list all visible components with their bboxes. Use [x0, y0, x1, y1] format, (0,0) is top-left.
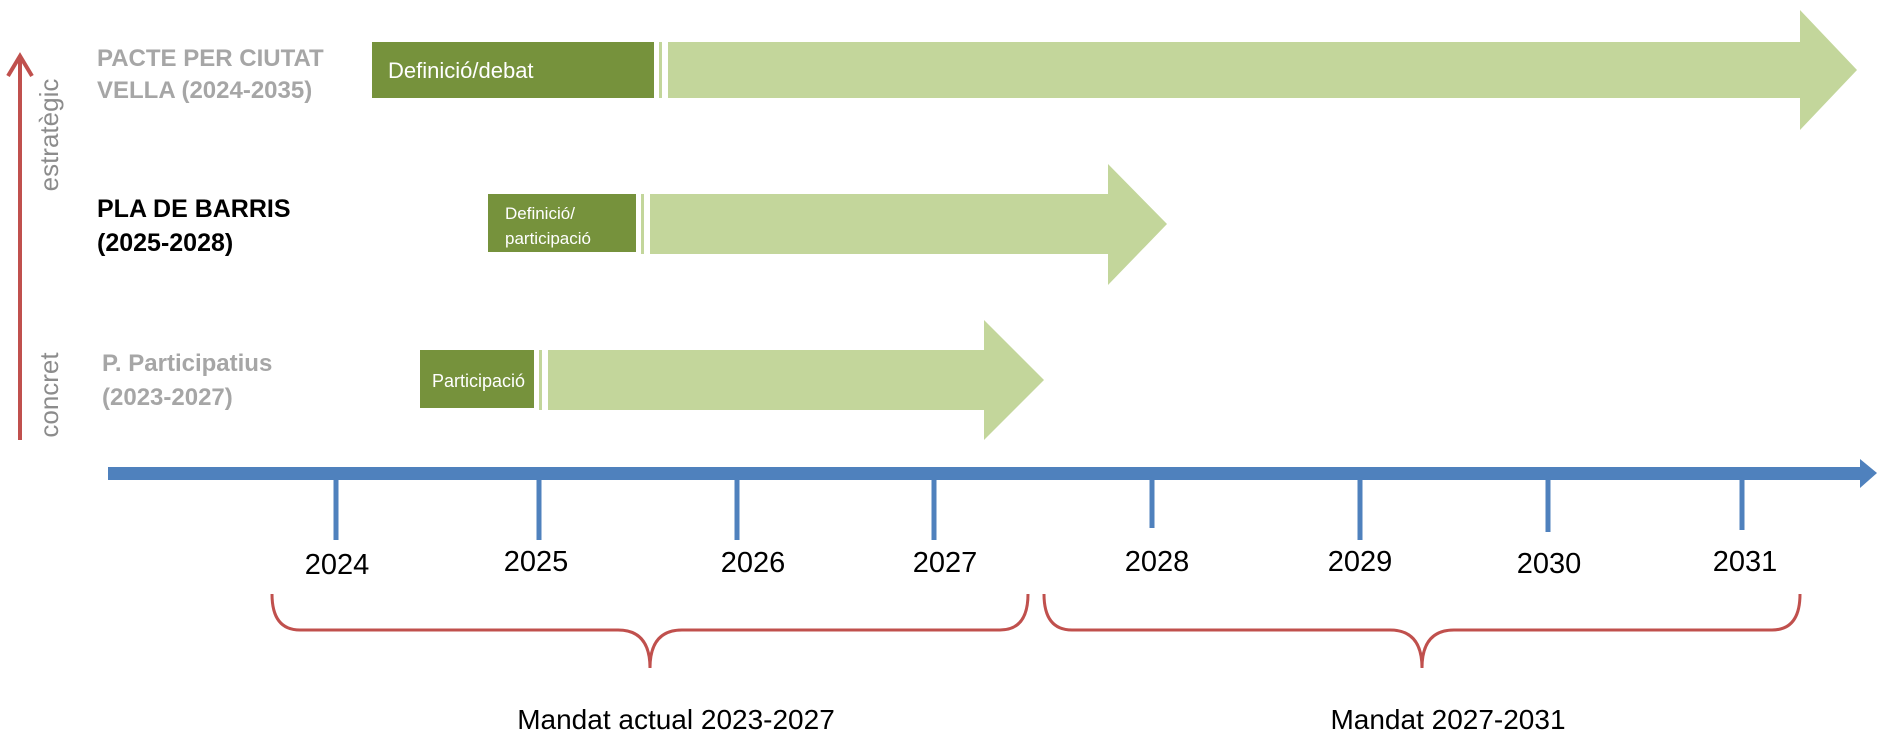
row-title-line-2: VELLA (2024-2035) — [97, 77, 312, 104]
axis-label-concrete: concret — [34, 352, 64, 438]
phase-box — [420, 350, 534, 408]
row-title-line-1: PACTE PER CIUTAT — [97, 45, 324, 72]
mandate-bracket-next — [1042, 593, 1802, 669]
phase-separator-line — [539, 350, 542, 410]
row-pacte-ciutat-vella: PACTE PER CIUTAT VELLA (2024-2035) Defin… — [97, 10, 1857, 130]
phase-label: Definició/debat — [388, 58, 534, 83]
year-label: 2030 — [1517, 548, 1582, 580]
row-title: PLA DE BARRIS (2025-2028) — [97, 195, 297, 257]
year-label: 2024 — [305, 549, 370, 581]
year-label: 2026 — [721, 547, 786, 579]
phase-label: Definició/ participació — [505, 204, 591, 248]
timeline-axis: 2024 2025 2026 2027 2028 2029 2030 2031 — [108, 459, 1877, 581]
row-title-line-1: P. Participatius — [102, 350, 272, 377]
phase-label-line-1: Definició/ — [505, 204, 575, 223]
phase-box — [488, 194, 636, 252]
row-title: PACTE PER CIUTAT VELLA (2024-2035) — [97, 45, 330, 104]
strategic-concrete-axis: estratègic concret — [6, 52, 64, 440]
duration-arrow — [668, 10, 1857, 130]
year-label: 2027 — [913, 547, 978, 579]
year-label: 2025 — [504, 546, 569, 578]
row-pressupostos-participatius: P. Participatius (2023-2027) Participaci… — [102, 320, 1044, 440]
row-title-line-2: (2025-2028) — [97, 229, 233, 257]
mandate-label-current: Mandat actual 2023-2027 — [517, 704, 835, 731]
phase-separator-line — [641, 194, 644, 254]
row-title: P. Participatius (2023-2027) — [102, 350, 279, 411]
year-label: 2028 — [1125, 546, 1190, 578]
phase-box — [372, 42, 654, 98]
axis-arrowhead-up-icon — [6, 52, 34, 78]
timeline-arrowhead-right-icon — [1860, 459, 1877, 488]
year-label: 2029 — [1328, 546, 1393, 578]
phase-label-line-2: participació — [505, 229, 591, 248]
row-title-line-2: (2023-2027) — [102, 384, 233, 411]
mandate-bracket-current — [270, 593, 1030, 669]
duration-arrow — [650, 164, 1167, 285]
duration-arrow — [548, 320, 1044, 440]
mandate-brackets: Mandat actual 2023-2027 Mandat 2027-2031 — [270, 593, 1802, 731]
axis-label-strategic: estratègic — [34, 79, 64, 192]
row-pla-de-barris: PLA DE BARRIS (2025-2028) Definició/ par… — [97, 164, 1167, 285]
timeline-bar — [108, 467, 1863, 480]
phase-label: Participació — [432, 371, 525, 391]
mandate-label-next: Mandat 2027-2031 — [1330, 704, 1565, 731]
row-title-line-1: PLA DE BARRIS — [97, 195, 291, 223]
phase-separator-line — [659, 42, 662, 98]
year-label: 2031 — [1713, 546, 1778, 578]
